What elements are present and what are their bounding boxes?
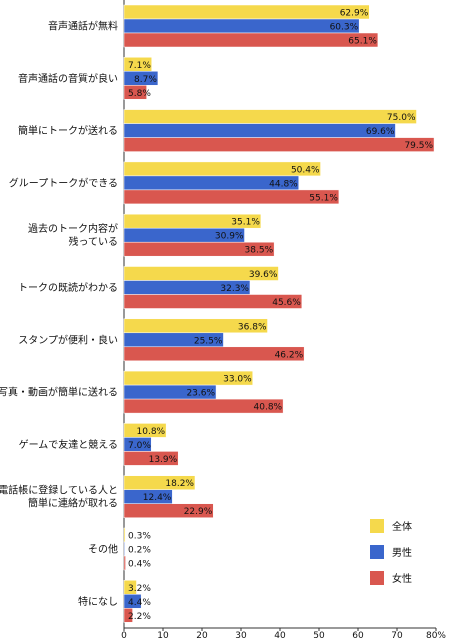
bar xyxy=(123,189,340,205)
data-label: 4.4% xyxy=(128,598,151,608)
x-tick-label: 30 xyxy=(235,631,247,640)
legend-swatch xyxy=(370,519,384,533)
data-label: 7.1% xyxy=(128,61,151,71)
legend-label: 全体 xyxy=(392,520,412,533)
category-label: グループトークができる xyxy=(9,176,118,189)
bar xyxy=(123,109,417,124)
data-label: 10.8% xyxy=(137,427,166,437)
bar xyxy=(123,137,435,152)
data-label: 0.3% xyxy=(128,532,151,542)
data-label: 65.1% xyxy=(348,37,377,47)
data-label: 32.3% xyxy=(220,284,249,294)
legend-swatch xyxy=(370,571,384,585)
bar xyxy=(123,503,214,518)
data-label: 33.0% xyxy=(223,375,252,385)
data-label: 7.0% xyxy=(128,441,151,451)
bar xyxy=(123,608,133,623)
category-label: ゲームで友達と競える xyxy=(19,438,118,451)
category-label: スタンプが便利・良い xyxy=(18,333,118,346)
category-label: 残っている xyxy=(69,235,119,248)
bar xyxy=(123,527,126,543)
data-label: 5.8% xyxy=(128,89,151,99)
data-label: 25.5% xyxy=(194,336,223,346)
data-label: 36.8% xyxy=(238,322,267,332)
data-label: 3.2% xyxy=(128,584,151,594)
data-label: 46.2% xyxy=(275,350,304,360)
x-tick-label: 20 xyxy=(196,631,208,640)
data-label: 0.2% xyxy=(128,546,151,556)
x-tick-label: 40 xyxy=(274,631,286,640)
data-label: 40.8% xyxy=(254,403,283,413)
data-label: 38.5% xyxy=(245,246,274,256)
category-label: 特になし xyxy=(78,596,118,608)
data-label: 18.2% xyxy=(165,479,194,489)
category-label: 簡単にトークが送れる xyxy=(18,124,118,137)
data-label: 22.9% xyxy=(184,507,213,517)
bar xyxy=(123,451,179,466)
data-label: 50.4% xyxy=(291,165,320,175)
data-label: 13.9% xyxy=(149,455,178,465)
data-label: 55.1% xyxy=(309,193,338,203)
category-label: 過去のトーク内容が xyxy=(28,222,118,235)
x-tick-label: 10 xyxy=(157,631,169,640)
bar xyxy=(123,398,284,414)
legend-label: 女性 xyxy=(392,572,412,585)
data-label: 12.4% xyxy=(143,493,172,503)
category-label: その他 xyxy=(88,543,118,556)
x-tick-label: 60 xyxy=(352,631,364,640)
category-label: 音声通話の音質が良い xyxy=(18,72,118,85)
data-label: 75.0% xyxy=(387,113,416,123)
category-label: 簡単に連絡が取れる xyxy=(28,497,118,510)
data-label: 8.7% xyxy=(134,75,157,85)
data-label: 35.1% xyxy=(231,218,260,228)
data-label: 79.5% xyxy=(404,141,433,151)
legend-label: 男性 xyxy=(392,546,412,559)
bar xyxy=(123,18,360,34)
bar xyxy=(123,541,126,557)
data-label: 30.9% xyxy=(215,232,244,242)
bar xyxy=(123,555,126,571)
x-tick-label: 50 xyxy=(313,631,325,640)
bar xyxy=(123,123,396,138)
category-label: 音声通話が無料 xyxy=(48,20,118,33)
data-label: 0.4% xyxy=(128,560,151,570)
data-label: 39.6% xyxy=(249,270,278,280)
data-label: 2.2% xyxy=(128,612,151,622)
category-label: 電話帳に登録している人と xyxy=(0,484,118,497)
x-tick-label: 0 xyxy=(121,631,127,640)
bar xyxy=(123,4,370,20)
bar xyxy=(123,32,379,48)
data-label: 23.6% xyxy=(186,389,215,399)
x-tick-label: 70 xyxy=(391,631,403,640)
bar xyxy=(123,85,147,100)
data-label: 45.6% xyxy=(272,298,301,308)
x-tick-label: 80% xyxy=(426,631,446,640)
category-label: トークの既読がわかる xyxy=(18,281,118,294)
bar xyxy=(123,294,303,309)
bar xyxy=(123,241,275,257)
data-label: 62.9% xyxy=(340,9,369,19)
legend-swatch xyxy=(370,545,384,559)
bar xyxy=(123,346,305,362)
category-label: 写真・動画が簡単に送れる xyxy=(0,386,118,399)
data-label: 60.3% xyxy=(330,23,359,33)
data-label: 69.6% xyxy=(366,127,395,137)
data-label: 44.8% xyxy=(269,179,298,189)
